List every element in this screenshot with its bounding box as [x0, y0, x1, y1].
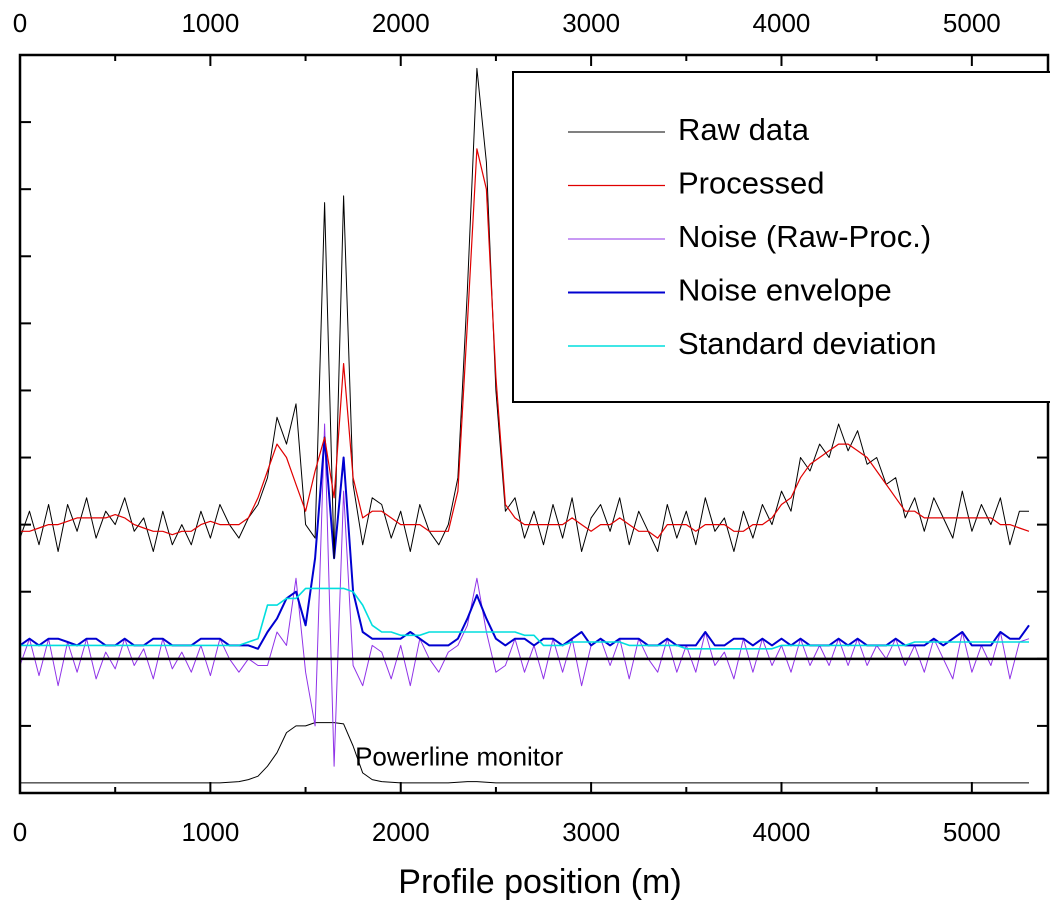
x-tick-label-top: 0 — [13, 8, 27, 38]
monitor-line — [20, 722, 1029, 784]
plot-frame — [18, 53, 1050, 795]
series-line — [20, 587, 1029, 650]
x-tick-label-top: 5000 — [943, 8, 1001, 38]
legend-label: Standard deviation — [678, 326, 937, 361]
series-line — [20, 148, 1030, 539]
legend-label: Processed — [678, 166, 824, 201]
legend-label: Noise envelope — [678, 273, 892, 308]
x-tick-label-top: 4000 — [753, 8, 811, 38]
legend-label: Noise (Raw-Proc.) — [678, 219, 931, 254]
series-line — [19, 423, 1030, 767]
x-tick-label-top: 3000 — [562, 8, 620, 38]
x-tick-label: 0 — [13, 817, 27, 847]
x-axis-label: Profile position (m) — [398, 863, 681, 901]
x-tick-label: 3000 — [562, 817, 620, 847]
x-tick-label-top: 1000 — [181, 8, 239, 38]
legend-label: Raw data — [678, 112, 810, 147]
x-tick-label: 5000 — [943, 817, 1001, 847]
series-line — [19, 67, 1029, 559]
x-tick-label: 2000 — [372, 817, 430, 847]
monitor-label: Powerline monitor — [355, 741, 563, 771]
x-tick-label-top: 2000 — [372, 8, 430, 38]
x-tick-label: 1000 — [181, 817, 239, 847]
x-tick-label: 4000 — [753, 817, 811, 847]
legend-box — [512, 71, 1050, 403]
